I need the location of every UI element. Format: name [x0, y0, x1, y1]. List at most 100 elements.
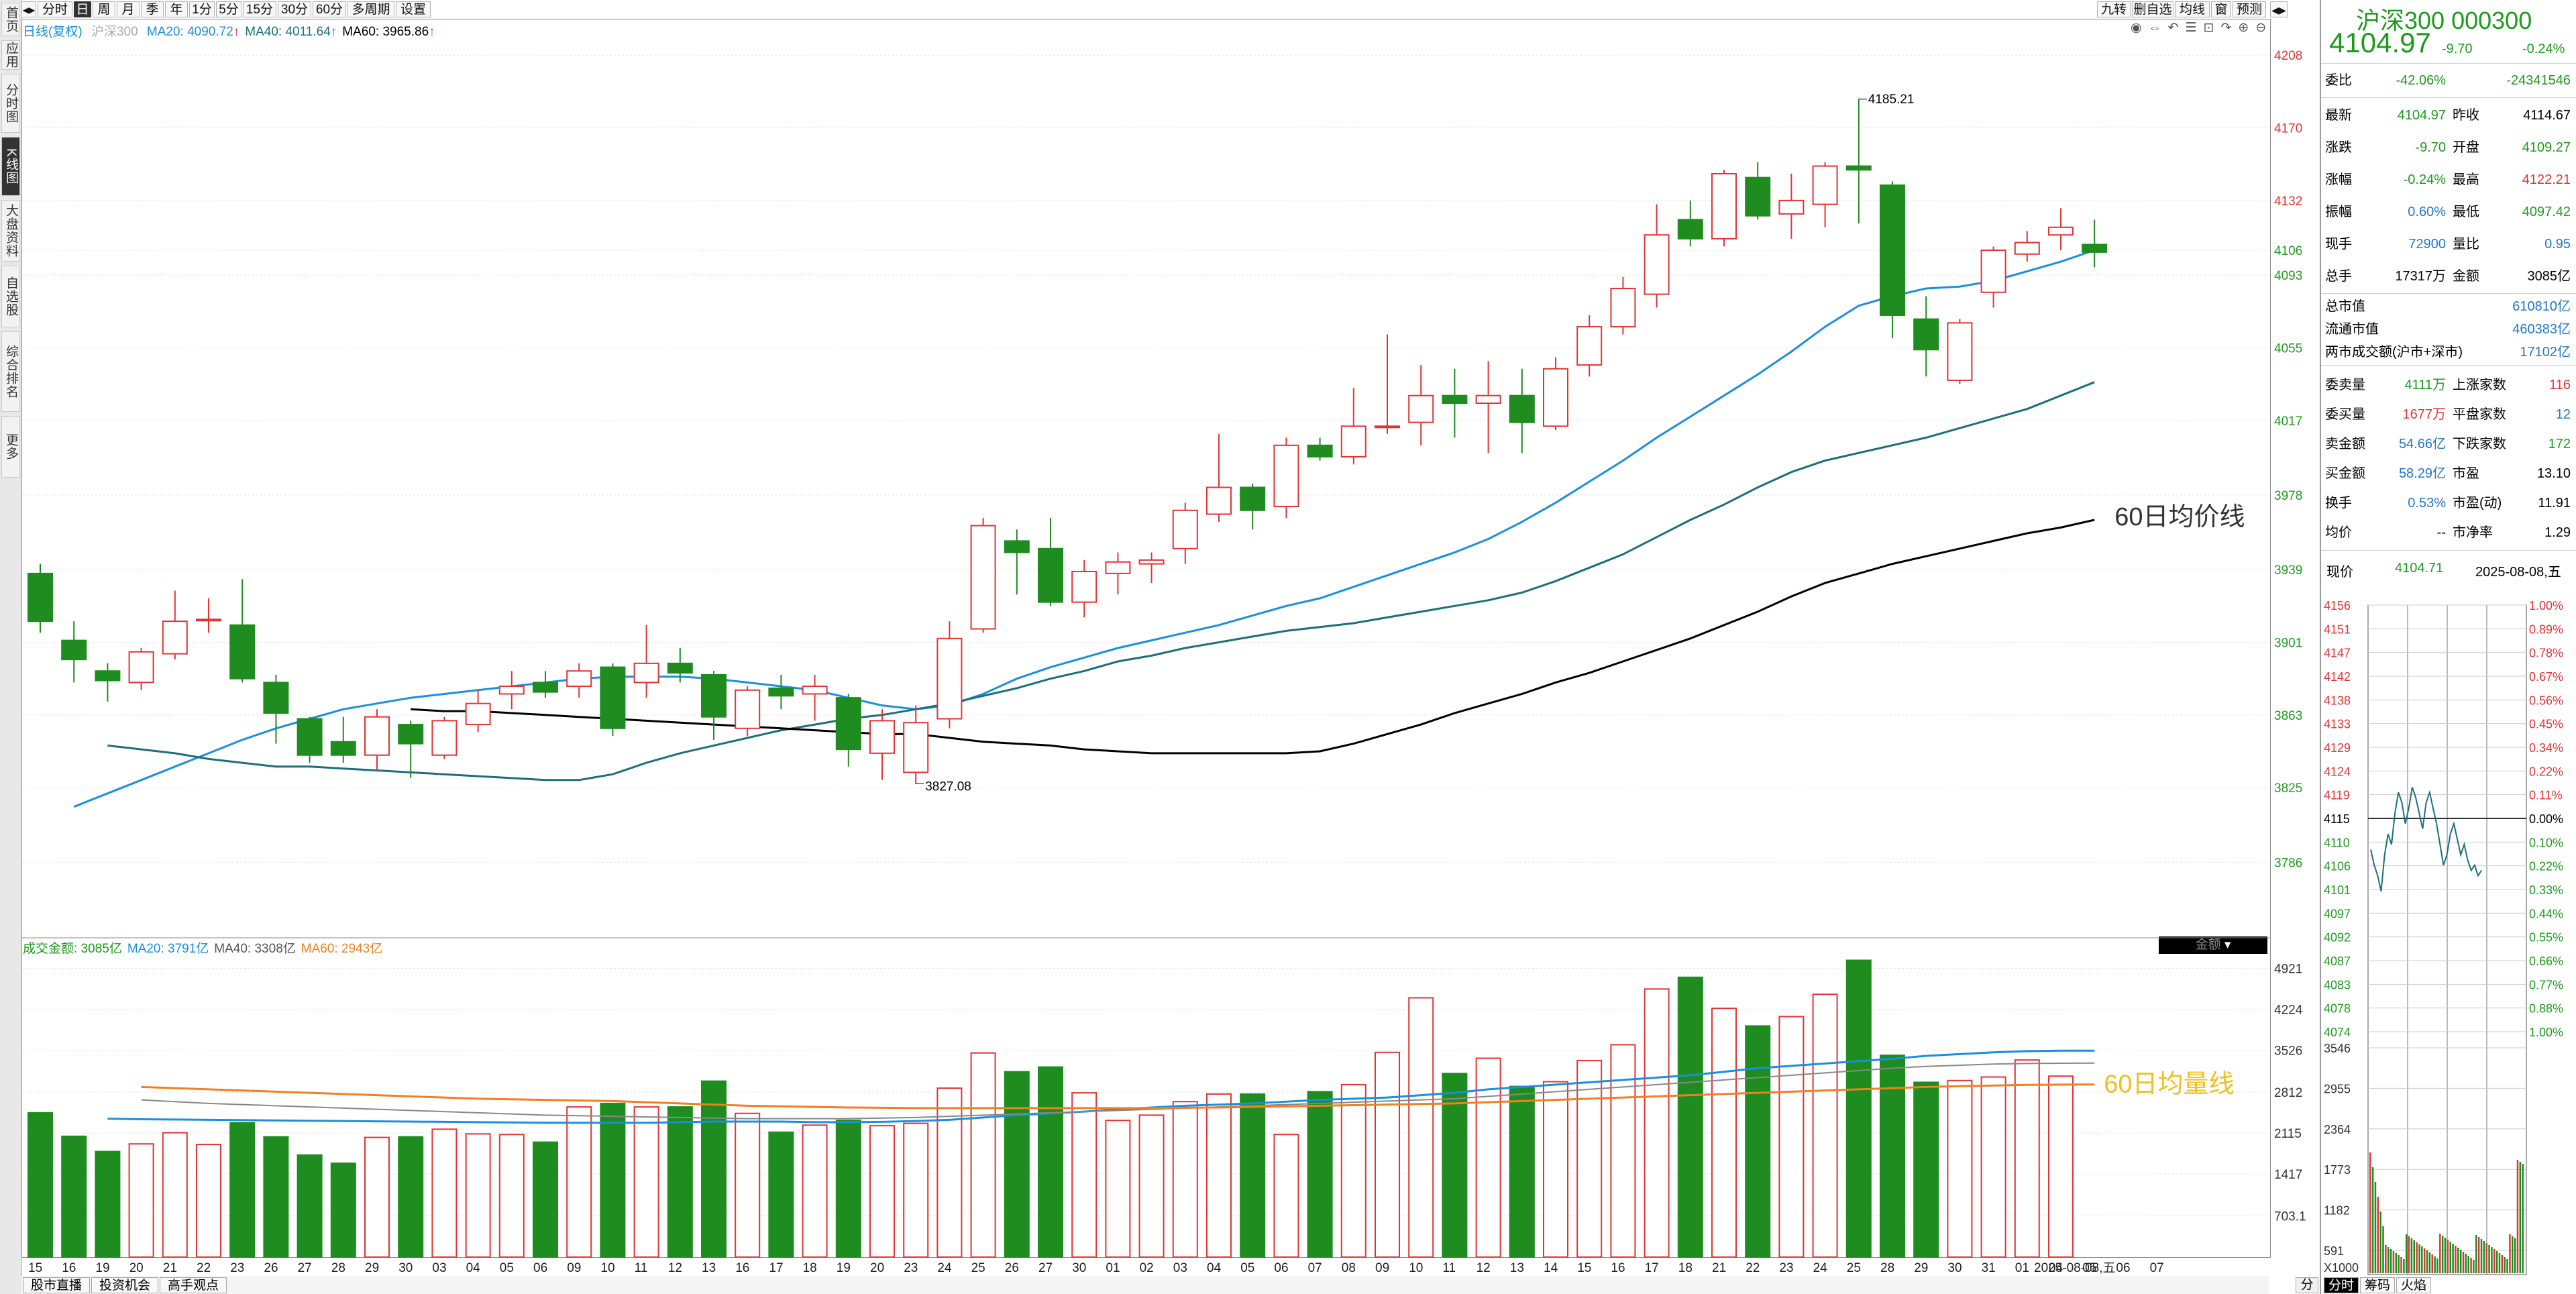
cap-row: 流通市值 460383亿 — [2325, 318, 2573, 341]
period-button[interactable]: 日 — [74, 1, 91, 17]
mini-pct-label: 0.78% — [2529, 647, 2563, 660]
redo-icon[interactable]: ↷ — [2220, 21, 2239, 35]
quote-value: 0.95 — [2544, 237, 2571, 252]
volume-bar — [566, 1106, 592, 1258]
date-tick-label: 25 — [971, 1261, 985, 1275]
period-button[interactable]: 分时 — [38, 1, 72, 17]
mini-tab[interactable]: 火焰 — [2396, 1277, 2431, 1293]
sidebar-item[interactable]: 自选股 — [1, 266, 20, 327]
period-button[interactable]: 5分 — [216, 1, 241, 17]
candle — [903, 705, 929, 784]
intraday-volume-bar — [2491, 1247, 2493, 1273]
quote-label: 卖金额 — [2325, 437, 2365, 451]
period-button[interactable]: 1分 — [189, 1, 215, 17]
volume-bar — [263, 1136, 289, 1258]
date-tick-label: 21 — [1712, 1261, 1726, 1275]
sidebar-item[interactable]: 首页 — [1, 3, 20, 36]
period-button[interactable]: 季 — [141, 1, 164, 17]
bottom-right-tag[interactable]: 分 — [2296, 1277, 2318, 1293]
intraday-volume-bar — [2506, 1259, 2508, 1273]
bottom-tab[interactable]: 股市直播 — [23, 1277, 90, 1293]
tool-button[interactable]: 窗 — [2211, 1, 2231, 17]
eye-icon[interactable]: ◉ — [2131, 21, 2149, 35]
mini-price-label: 4115 — [2324, 812, 2350, 826]
divider — [2321, 550, 2576, 551]
quote-value: 4111万 — [2404, 378, 2446, 392]
candle — [1778, 173, 1805, 239]
tool-button[interactable]: 删自选 — [2132, 1, 2174, 17]
vol-legend-item: MA60: 2943亿 — [301, 942, 383, 956]
tool-button[interactable]: 九转 — [2097, 1, 2131, 17]
tool-button[interactable]: 预测 — [2233, 1, 2266, 17]
intraday-volume-bar — [2379, 1211, 2381, 1273]
mini-price-label: 4078 — [2324, 1002, 2351, 1016]
candle-body — [128, 651, 154, 684]
sidebar-item[interactable]: 大盘资料 — [1, 200, 20, 262]
mini-tab[interactable]: 分时 — [2324, 1277, 2359, 1293]
nav-arrows-button[interactable]: ◀▶ — [21, 1, 36, 17]
candle-body — [1812, 165, 1838, 205]
volume-bar — [28, 1112, 53, 1258]
volume-axis-label: 2115 — [2274, 1127, 2302, 1141]
ma60-line — [411, 519, 2095, 755]
quote-label: 换手 — [2325, 496, 2352, 510]
period-button[interactable]: 60分 — [313, 1, 346, 17]
quote-value: 4104.97 — [2397, 108, 2446, 123]
date-tick-label: 06 — [2116, 1261, 2130, 1275]
candle-body — [1845, 165, 1872, 171]
date-tick-label: 26 — [1005, 1261, 1019, 1275]
period-button[interactable]: 设置 — [396, 1, 431, 17]
volume-bar — [1138, 1114, 1165, 1258]
intraday-volume-bar — [2431, 1254, 2434, 1273]
date-tick-label: 28 — [331, 1261, 345, 1275]
quote-value: 172 — [2548, 437, 2571, 451]
sidebar-item[interactable]: K线图 — [1, 137, 20, 196]
candle-body — [701, 673, 727, 718]
mini-tab[interactable]: 筹码 — [2360, 1277, 2395, 1293]
quote-value: 58.29亿 — [2398, 466, 2446, 481]
intraday-chart[interactable]: 4156 1.00% 4151 0.89% 4147 0.78% 4142 0.67% 4138… — [2321, 590, 2576, 1279]
candle-body — [431, 720, 458, 756]
period-button[interactable]: 月 — [117, 1, 140, 17]
cap-row: 两市成交额(沪市+深市) 17102亿 — [2325, 341, 2573, 364]
volume-bar — [1408, 997, 1434, 1258]
volume-bar — [128, 1143, 154, 1258]
lock-icon[interactable]: ⊡ — [2203, 21, 2221, 35]
sidebar-item[interactable]: 应用 — [1, 40, 20, 70]
bottom-tab[interactable]: 投资机会 — [91, 1277, 158, 1293]
sidebar-item[interactable]: 综合排名 — [1, 331, 20, 412]
quote-value: -24341546 — [2506, 73, 2571, 88]
sidebar-item[interactable]: 分时图 — [1, 74, 20, 133]
fit-icon[interactable]: ⇔ — [2148, 21, 2168, 35]
date-tick-label: 20 — [870, 1261, 884, 1275]
lines-icon[interactable]: ☰ — [2185, 21, 2204, 35]
quote-label: 昨收 — [2453, 108, 2479, 123]
tool-button[interactable]: 均线 — [2175, 1, 2210, 17]
period-button[interactable]: 多周期 — [347, 1, 394, 17]
intraday-volume-bar — [2449, 1242, 2451, 1273]
date-tick-label: 23 — [1779, 1261, 1793, 1275]
period-button[interactable]: 15分 — [243, 1, 276, 17]
intraday-volume-bar — [2488, 1245, 2490, 1273]
mini-price-label: 4083 — [2324, 978, 2351, 991]
undo-icon[interactable]: ↶ — [2167, 21, 2186, 35]
intraday-volume-bar — [2498, 1253, 2501, 1273]
vol-indicator-tag[interactable]: 金额 ▾ — [2159, 936, 2267, 954]
price-axis-label: 4055 — [2274, 341, 2302, 356]
quote-row: 委买量 1677万 平盘家数 12 — [2325, 398, 2573, 431]
period-button[interactable]: 30分 — [278, 1, 311, 17]
scroll-arrows-button[interactable]: ◀▶ — [2270, 1, 2288, 17]
zoom-in-icon[interactable]: ⊕ — [2238, 21, 2256, 35]
candle — [1273, 437, 1299, 519]
date-tick-label: 04 — [2049, 1261, 2063, 1275]
kline-chart[interactable]: 4208 4170 4132 4106 4093 4055 4017 3978 3939 3901… — [21, 19, 2318, 1276]
zoom-out-icon[interactable]: ⊖ — [2255, 21, 2273, 35]
period-button[interactable]: 年 — [165, 1, 188, 17]
candle-body — [667, 662, 693, 674]
bottom-tab[interactable]: 高手观点 — [160, 1277, 227, 1293]
sidebar-item[interactable]: 更多 — [1, 416, 20, 478]
intraday-volume-bar — [2522, 1164, 2524, 1273]
period-button[interactable]: 周 — [93, 1, 115, 17]
price-axis-label: 3939 — [2274, 563, 2302, 578]
quote-value: 0.60% — [2408, 205, 2446, 219]
